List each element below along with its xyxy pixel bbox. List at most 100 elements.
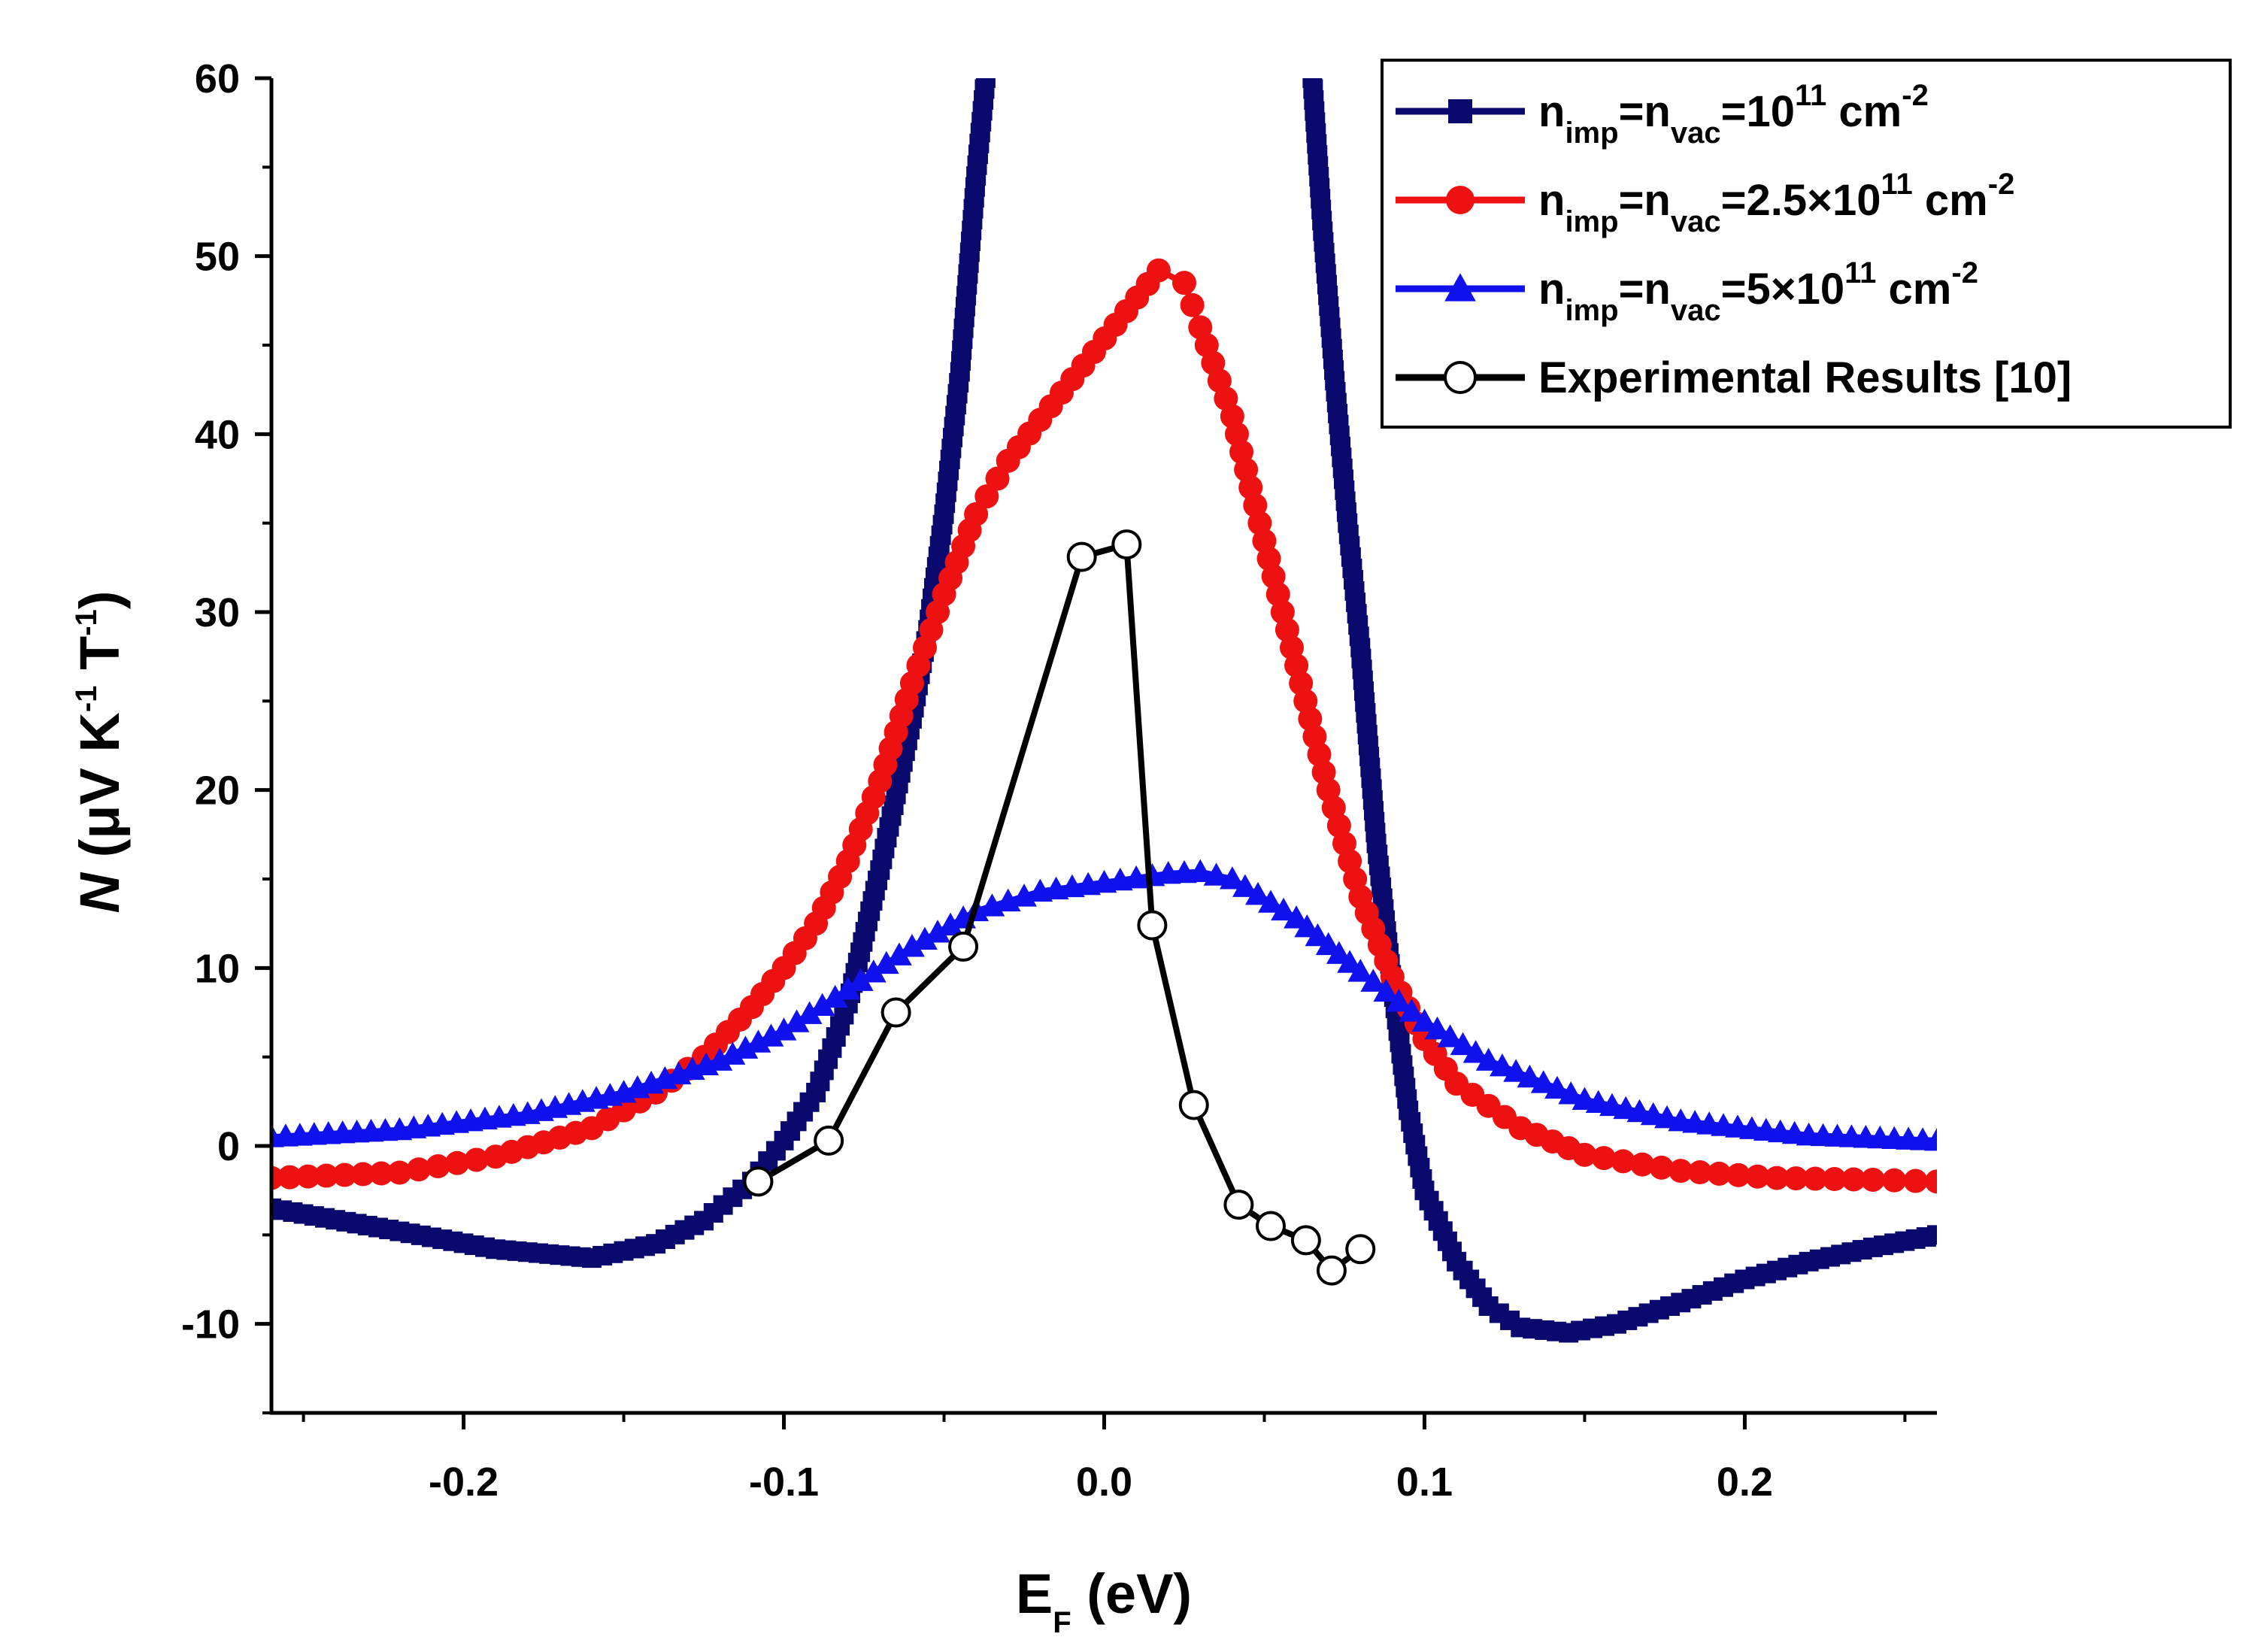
data-point xyxy=(1927,1225,1937,1245)
data-point xyxy=(464,1147,489,1172)
legend-label-part: 11 xyxy=(1844,256,1876,289)
data-point xyxy=(387,1160,412,1185)
legend-label-part: =n xyxy=(1619,87,1671,136)
data-point xyxy=(1424,1016,1450,1040)
data-point xyxy=(975,78,996,88)
data-point xyxy=(369,1161,394,1186)
legend-swatch-marker xyxy=(1444,273,1476,302)
legend-swatch-marker xyxy=(1444,361,1477,394)
y-tick-label: 30 xyxy=(195,590,240,635)
data-point xyxy=(1178,1090,1209,1120)
data-point xyxy=(350,1162,375,1187)
data-point xyxy=(1841,1167,1866,1192)
data-point xyxy=(1386,988,1412,1012)
data-point xyxy=(1544,1075,1570,1099)
data-point xyxy=(314,1163,339,1188)
data-point xyxy=(1223,1190,1254,1220)
x-tick-label: 0.2 xyxy=(1717,1460,1773,1505)
x-axis-title: EF (eV) xyxy=(1016,1563,1192,1639)
legend-label-part: vac xyxy=(1671,294,1721,327)
axes-layer: -10 0 10 20 30 40 50 60 -0.2 -0.1 0.0 0.1 0.2 xyxy=(181,56,1937,1505)
data-point xyxy=(445,1150,470,1175)
data-point xyxy=(1345,1234,1376,1265)
data-point xyxy=(1245,881,1271,905)
data-point xyxy=(925,920,950,943)
legend-label-part: cm xyxy=(1826,87,1902,136)
data-point xyxy=(1517,1064,1543,1088)
data-point xyxy=(1290,1225,1321,1256)
data-point xyxy=(860,959,887,983)
data-point xyxy=(809,993,835,1017)
legend-label-part: imp xyxy=(1565,205,1618,238)
x-tick-label: -0.1 xyxy=(749,1460,819,1505)
y-tick-label: 0 xyxy=(217,1124,240,1169)
data-point xyxy=(1592,1146,1616,1171)
legend-label-part: -2 xyxy=(1902,79,1929,112)
data-point xyxy=(1630,1152,1655,1177)
y-axis-title-symbol: N xyxy=(68,871,131,913)
data-point xyxy=(1726,1162,1750,1187)
x-axis-title-main: E xyxy=(1016,1563,1053,1625)
y-axis-title-units: (μV K xyxy=(68,712,131,873)
legend-label-part: =10 xyxy=(1721,87,1795,136)
data-point xyxy=(1111,529,1142,560)
data-point xyxy=(938,912,963,936)
y-tick-label: -10 xyxy=(181,1302,240,1347)
data-point xyxy=(426,1153,450,1178)
data-point xyxy=(1707,1161,1732,1186)
data-point xyxy=(1745,1164,1770,1189)
y-axis-title-exp2: -1 xyxy=(70,609,103,636)
data-point xyxy=(1649,1155,1674,1180)
x-axis-title-sub: F xyxy=(1053,1606,1071,1639)
data-point xyxy=(1490,1053,1515,1077)
data-point xyxy=(1171,271,1196,296)
data-point xyxy=(912,926,938,950)
x-axis-title-rest: (eV) xyxy=(1071,1563,1192,1625)
series-2 xyxy=(271,859,1937,1151)
legend-label-part: =n xyxy=(1619,176,1671,225)
series-layer xyxy=(271,78,1937,1343)
legend-label-part: n xyxy=(1538,265,1565,314)
data-point xyxy=(873,950,899,975)
data-point xyxy=(406,1157,431,1182)
legend-label-part: n xyxy=(1538,87,1565,136)
series-3 xyxy=(743,529,1376,1286)
data-point xyxy=(1256,1211,1286,1241)
legend-label: nimp=nvac=1011 cm-2 xyxy=(1538,79,1929,150)
legend-swatch-marker xyxy=(1448,99,1472,123)
legend-swatch-marker xyxy=(1446,186,1475,214)
data-point xyxy=(1803,1166,1828,1191)
legend-label-part: 11 xyxy=(1795,79,1826,112)
data-point xyxy=(1669,1159,1693,1184)
y-tick-label: 60 xyxy=(195,56,240,102)
legend-label-part: =n xyxy=(1619,265,1671,314)
data-point xyxy=(985,466,1010,491)
data-point xyxy=(1360,968,1387,992)
data-point xyxy=(1219,866,1245,890)
data-point xyxy=(1137,910,1168,941)
data-point xyxy=(899,934,925,957)
data-point xyxy=(1925,1169,1937,1194)
data-point xyxy=(1450,1032,1476,1056)
x-tick-label: 0.0 xyxy=(1076,1460,1132,1505)
data-point xyxy=(814,1125,844,1156)
data-point xyxy=(1146,258,1171,283)
data-point xyxy=(1784,1166,1808,1191)
data-point xyxy=(1399,999,1425,1022)
data-point xyxy=(771,1017,797,1041)
data-point xyxy=(847,968,874,991)
data-point xyxy=(1822,1167,1847,1192)
data-point xyxy=(1187,859,1214,883)
data-point xyxy=(974,484,999,509)
x-tick-label: 0.1 xyxy=(1396,1460,1453,1505)
data-point xyxy=(1066,541,1097,572)
legend-box xyxy=(1381,59,2232,429)
data-point xyxy=(1611,1149,1635,1174)
y-axis-title-t: T xyxy=(68,636,131,686)
data-point xyxy=(1373,978,1399,1002)
y-axis-title-exp1: -1 xyxy=(70,686,103,713)
y-tick-label: 20 xyxy=(195,768,240,814)
data-point xyxy=(796,1001,823,1024)
data-point xyxy=(1530,1070,1556,1093)
